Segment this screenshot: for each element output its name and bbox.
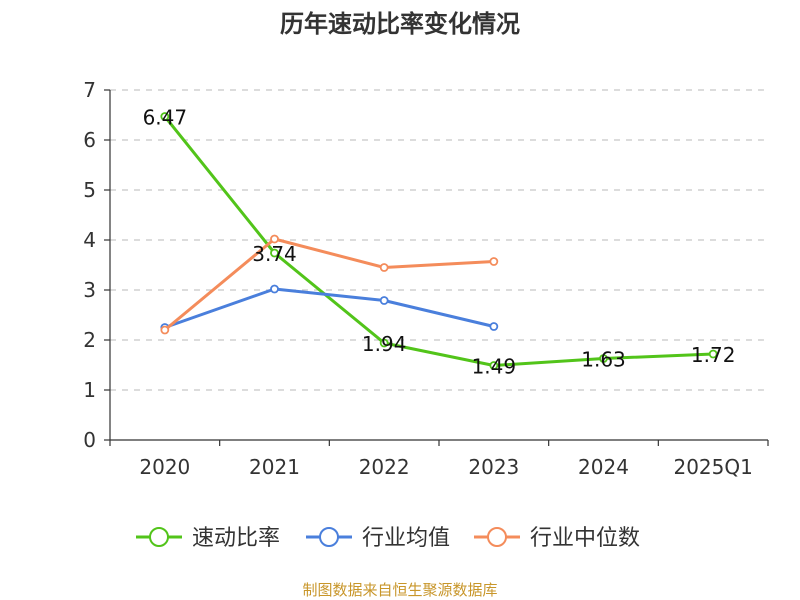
series-line-2 bbox=[163, 237, 494, 332]
data-label: 1.94 bbox=[362, 332, 407, 356]
data-point[interactable] bbox=[379, 296, 389, 305]
x-tick-label: 2025Q1 bbox=[673, 455, 752, 479]
legend-label: 行业中位数 bbox=[530, 526, 640, 551]
y-tick-label: 1 bbox=[83, 378, 96, 402]
legend-label: 速动比率 bbox=[192, 526, 280, 551]
x-tick-label: 2022 bbox=[359, 455, 410, 479]
data-point[interactable] bbox=[599, 354, 608, 363]
data-point[interactable] bbox=[379, 263, 389, 272]
x-tick-label: 2024 bbox=[578, 455, 629, 479]
data-point[interactable] bbox=[489, 361, 499, 370]
data-point[interactable] bbox=[379, 338, 389, 348]
axes: 0 1 2 3 4 5 6 7 2020 2021 2022 2023 2024 2025Q1 bbox=[83, 78, 769, 479]
data-point[interactable] bbox=[489, 257, 499, 266]
x-tick-label: 2020 bbox=[139, 455, 190, 479]
data-label: 6.47 bbox=[143, 106, 188, 130]
data-label: 3.74 bbox=[252, 242, 297, 266]
y-tick-label: 3 bbox=[83, 278, 96, 302]
data-label: 1.49 bbox=[472, 355, 517, 379]
legend-marker bbox=[319, 527, 339, 547]
series-line-1 bbox=[164, 287, 495, 329]
data-point[interactable] bbox=[489, 322, 499, 331]
x-tick-label: 2021 bbox=[249, 455, 300, 479]
grid-lines bbox=[110, 89, 768, 391]
data-label: 1.63 bbox=[581, 348, 626, 372]
source-note: 制图数据来自恒生聚源数据库 bbox=[302, 581, 497, 599]
data-point[interactable] bbox=[160, 325, 170, 335]
chart-title: 历年速动比率变化情况 bbox=[280, 10, 520, 38]
legend-label: 行业均值 bbox=[362, 526, 450, 551]
data-point[interactable] bbox=[708, 349, 718, 359]
legend-marker bbox=[149, 527, 169, 547]
y-tick-label: 0 bbox=[83, 428, 96, 452]
legend-item[interactable]: 行业均值 bbox=[306, 526, 450, 551]
data-label: 1.72 bbox=[691, 343, 736, 367]
legend-item[interactable]: 行业中位数 bbox=[474, 526, 640, 551]
series-layer: 6.47 3.74 1.94 1.49 1.63 1.72 bbox=[143, 106, 736, 379]
legend-item[interactable]: 速动比率 bbox=[136, 526, 280, 551]
data-point[interactable] bbox=[160, 112, 170, 121]
data-point[interactable] bbox=[270, 234, 279, 244]
y-tick-label: 5 bbox=[83, 178, 96, 202]
y-tick-label: 6 bbox=[83, 128, 96, 152]
series-line-0 bbox=[163, 115, 714, 367]
y-tick-label: 4 bbox=[83, 228, 96, 252]
data-point[interactable] bbox=[270, 248, 279, 258]
x-tick-label: 2023 bbox=[468, 455, 519, 479]
data-point[interactable] bbox=[270, 284, 279, 294]
y-tick-label: 2 bbox=[83, 328, 96, 352]
y-tick-label: 7 bbox=[83, 78, 96, 102]
legend[interactable]: 速动比率 行业均值 行业中位数 bbox=[136, 526, 640, 551]
legend-marker bbox=[487, 527, 507, 547]
